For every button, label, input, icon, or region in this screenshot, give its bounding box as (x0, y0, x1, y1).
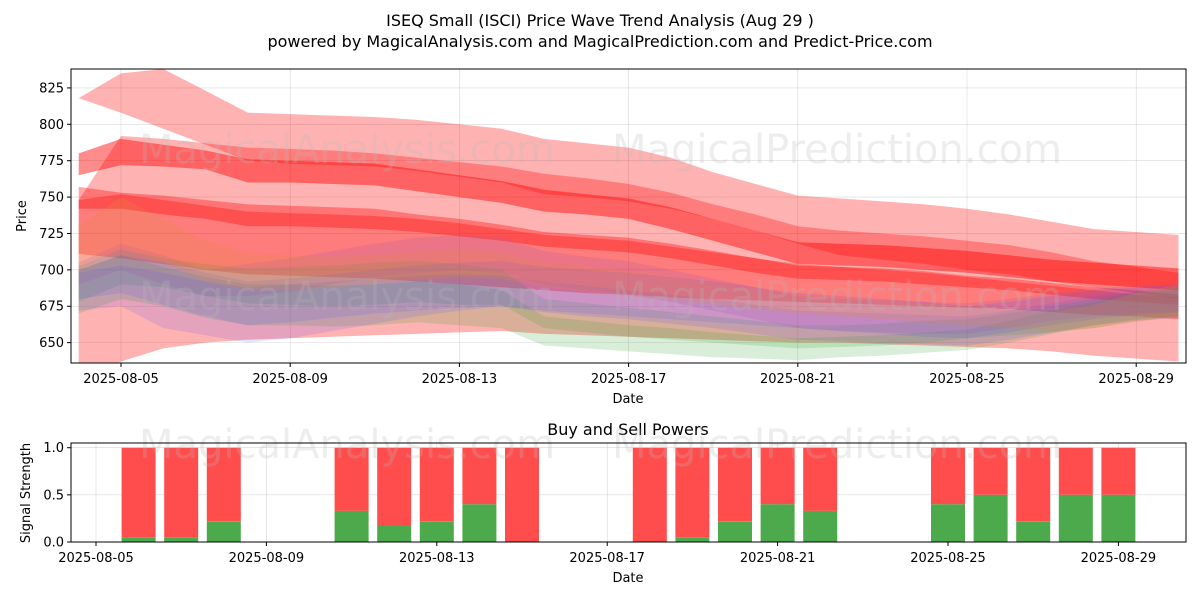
price-band-orange (78, 197, 1179, 331)
price-grid (71, 69, 1186, 363)
price-xtick-label: 2025-08-17 (591, 372, 667, 387)
sell-power-bar (973, 447, 1008, 495)
signal-ytick-label: 0.0 (43, 536, 64, 551)
chart-title: ISEQ Small (ISCI) Price Wave Trend Analy… (386, 11, 814, 30)
buy-power-bar (206, 521, 241, 542)
watermark-mid-right: MagicalPrediction.com (612, 274, 1062, 320)
sell-power-bar (718, 447, 752, 522)
sell-power-bar (419, 447, 454, 522)
price-ytick-label: 800 (39, 118, 64, 133)
watermark-mid-left: MagicalAnalysis.com (139, 274, 555, 320)
price-xtick-label: 2025-08-21 (760, 372, 836, 387)
buy-power-bar (1101, 494, 1136, 542)
price-band-green (78, 255, 1179, 361)
buy-power-bar (1058, 494, 1093, 542)
sell-power-bar (334, 447, 369, 511)
chart-subtitle: powered by MagicalAnalysis.com and Magic… (267, 32, 932, 51)
price-band-green (78, 249, 1179, 349)
price-ytick-label: 750 (39, 191, 64, 206)
signal-xtick-label: 2025-08-25 (910, 551, 986, 566)
signal-ylabel: Signal Strength (19, 443, 34, 543)
price-xtick-label: 2025-08-05 (83, 372, 159, 387)
signal-xtick-label: 2025-08-13 (399, 551, 475, 566)
sell-power-bar (377, 447, 412, 526)
watermark-bottom-left: MagicalAnalysis.com (139, 422, 555, 468)
price-ytick-label: 775 (39, 154, 64, 169)
signal-xlabel: Date (612, 571, 643, 586)
signal-axes-frame (70, 442, 1187, 543)
price-ytick-label: 700 (39, 263, 64, 278)
sell-power-bar (206, 447, 241, 522)
price-xtick-label: 2025-08-25 (929, 372, 1005, 387)
sell-power-bar (632, 447, 667, 542)
sell-power-bar (462, 447, 497, 505)
price-xtick-label: 2025-08-09 (252, 372, 328, 387)
signal-ytick-label: 0.5 (43, 488, 64, 503)
signal-xtick-label: 2025-08-05 (58, 551, 134, 566)
signal-xtick-label: 2025-08-17 (569, 551, 645, 566)
signal-ytick-label: 1.0 (43, 441, 64, 456)
buy-power-bar (377, 526, 412, 542)
watermark-bottom-right: MagicalPrediction.com (612, 422, 1062, 468)
buy-power-bar (675, 537, 710, 542)
price-band-red (78, 194, 1179, 363)
sell-power-bar (505, 447, 539, 542)
price-ytick-label: 650 (39, 336, 64, 351)
buy-power-bar (462, 504, 497, 542)
price-xtick-label: 2025-08-13 (422, 372, 498, 387)
price-xlabel: Date (612, 392, 643, 407)
sell-power-bar (760, 447, 795, 505)
buy-power-bar (931, 504, 965, 542)
price-band-purple (78, 234, 1179, 334)
watermark-top-right: MagicalPrediction.com (612, 127, 1062, 173)
signal-xtick-label: 2025-08-21 (740, 551, 816, 566)
price-bands (78, 69, 1179, 363)
buy-power-bar (803, 510, 838, 542)
buy-power-bar (1016, 521, 1051, 542)
price-band-red (78, 138, 1179, 291)
sell-power-bar (1016, 447, 1051, 522)
price-ticks: 650 675 700 725 750 775 800 825 2025-08-05 2025-0… (39, 81, 1174, 387)
price-ylabel: Price (15, 200, 30, 232)
signal-bars (121, 447, 1136, 542)
sell-power-bar (164, 447, 199, 538)
sell-power-bar (931, 447, 965, 505)
price-xtick-label: 2025-08-29 (1098, 372, 1174, 387)
watermark-top-left: MagicalAnalysis.com (139, 127, 555, 173)
buy-power-bar (334, 510, 369, 542)
buy-power-bar (419, 521, 454, 542)
price-ytick-label: 675 (39, 300, 64, 315)
sell-power-bar (1058, 447, 1093, 495)
price-band-red (78, 69, 1179, 299)
sell-power-bar (121, 447, 156, 538)
signal-title: Buy and Sell Powers (547, 420, 709, 439)
signal-xtick-label: 2025-08-09 (229, 551, 305, 566)
buy-power-bar (973, 494, 1008, 542)
price-band-red (78, 186, 1179, 305)
buy-power-bar (121, 537, 156, 542)
price-band-blue (78, 265, 1179, 346)
buy-power-bar (718, 521, 752, 542)
price-ytick-label: 825 (39, 81, 64, 96)
price-ytick-label: 725 (39, 227, 64, 242)
signal-ticks: 0.0 0.5 1.0 2025-08-05 2025-08-09 2025-08-13 2… (43, 441, 1156, 566)
price-band-red (78, 136, 1179, 320)
signal-xtick-label: 2025-08-29 (1081, 551, 1157, 566)
sell-power-bar (803, 447, 838, 511)
sell-power-bar (675, 447, 710, 538)
sell-power-bar (1101, 447, 1136, 495)
buy-power-bar (760, 504, 795, 542)
price-band-blue (78, 255, 1179, 343)
buy-power-bar (164, 537, 199, 542)
